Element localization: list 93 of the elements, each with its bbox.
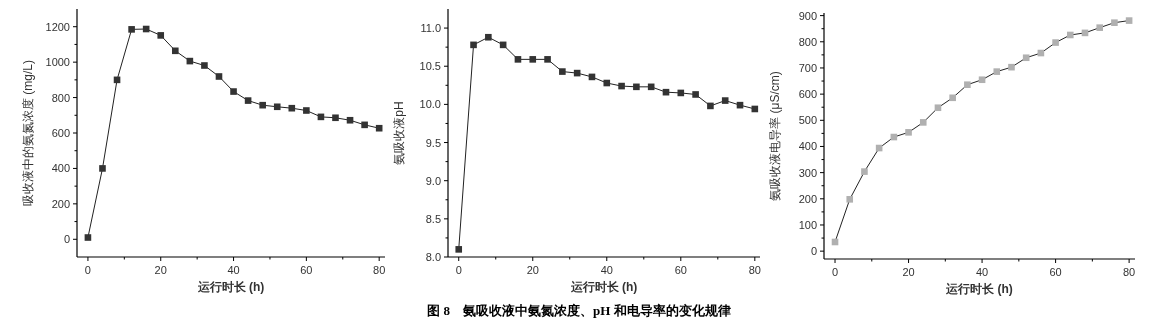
y-tick-label: 700: [798, 61, 817, 74]
y-tick-label: 800: [798, 35, 817, 48]
y-tick-label: 200: [51, 197, 70, 210]
y-tick-label: 9.0: [425, 174, 441, 187]
point: [172, 47, 179, 55]
point: [84, 234, 92, 241]
point: [485, 33, 492, 41]
point: [861, 168, 868, 175]
point: [1125, 17, 1133, 24]
x-tick-label: 20: [902, 266, 915, 278]
point: [128, 26, 135, 33]
y-tick-label: 600: [51, 127, 70, 139]
point: [618, 82, 625, 90]
point: [455, 246, 463, 253]
point: [692, 91, 699, 98]
point: [375, 124, 383, 132]
point: [978, 76, 986, 84]
x-tick-label: 80: [1122, 266, 1136, 278]
x-tick-label: 40: [227, 264, 240, 276]
y-tick-label: 1000: [45, 56, 70, 69]
point: [99, 165, 106, 172]
y-tick-label: 900: [798, 9, 817, 22]
point: [303, 107, 310, 114]
point: [544, 56, 551, 63]
point: [677, 89, 685, 97]
point: [559, 68, 566, 75]
y-tick-label: 1200: [45, 20, 70, 33]
y-axis-title: 氨吸收液pH: [392, 101, 406, 165]
point: [949, 94, 956, 102]
x-tick-label: 60: [674, 264, 687, 276]
x-tick-label: 20: [526, 264, 539, 276]
x-tick-label: 0: [455, 264, 462, 276]
point: [1096, 24, 1104, 31]
y-tick-label: 10.0: [419, 98, 441, 111]
x-tick-label: 60: [300, 264, 313, 276]
y-tick-label: 0: [810, 245, 817, 258]
x-tick-label: 80: [373, 264, 386, 276]
y-tick-label: 8.0: [425, 251, 441, 263]
point: [964, 81, 971, 89]
x-tick-label: 20: [154, 264, 167, 276]
y-tick-label: 200: [798, 192, 817, 205]
y-tick-label: 10.5: [419, 60, 441, 73]
x-axis-title: 运行时长 (h): [569, 280, 638, 294]
y-tick-label: 400: [51, 162, 70, 175]
point: [1008, 63, 1015, 71]
y-tick-label: 9.5: [425, 136, 441, 149]
point: [230, 88, 237, 95]
x-tick-label: 0: [831, 266, 839, 278]
y-axis-title: 吸收液中的氨氮浓度 (mg/L): [21, 59, 35, 207]
x-tick-label: 60: [1049, 266, 1062, 278]
y-tick-label: 11.0: [420, 22, 441, 35]
y-tick-label: 500: [798, 114, 817, 127]
point: [288, 104, 296, 112]
y-tick-label: 800: [51, 91, 70, 104]
point: [346, 116, 354, 124]
y-tick-label: 300: [798, 166, 817, 179]
point: [993, 68, 1001, 75]
point: [215, 73, 223, 80]
point: [919, 119, 927, 126]
point: [1052, 39, 1059, 46]
point: [721, 97, 729, 104]
point: [707, 102, 714, 110]
point: [633, 83, 640, 91]
point: [1111, 19, 1118, 26]
x-axis-title: 运行时长 (h): [196, 280, 265, 294]
point: [1067, 31, 1074, 39]
point: [934, 104, 942, 112]
point: [201, 62, 208, 69]
point: [361, 121, 368, 129]
y-tick-label: 100: [798, 218, 817, 231]
point: [244, 97, 252, 104]
point: [259, 101, 266, 109]
x-tick-label: 80: [748, 264, 761, 276]
y-axis-title: 氨吸收液电导率 (μS/cm): [768, 71, 782, 201]
x-tick-label: 0: [84, 264, 91, 276]
y-tick-label: 600: [798, 88, 817, 101]
x-tick-label: 40: [975, 266, 989, 278]
text: 图 8 氨吸收液中氨氮浓度、pH 和电导率的变化规律: [427, 303, 731, 318]
point: [514, 56, 522, 63]
point: [905, 129, 912, 136]
point: [470, 41, 477, 49]
y-tick-label: 400: [798, 140, 817, 153]
point: [332, 114, 339, 122]
y-tick-label: 0: [63, 233, 70, 246]
point: [846, 196, 854, 203]
point: [273, 103, 281, 111]
point: [603, 79, 611, 87]
x-axis-title: 运行时长 (h): [945, 282, 1013, 296]
point: [1022, 54, 1030, 62]
y-tick-label: 8.5: [425, 212, 441, 225]
point: [529, 56, 537, 63]
point: [157, 32, 165, 39]
x-tick-label: 40: [600, 264, 613, 276]
